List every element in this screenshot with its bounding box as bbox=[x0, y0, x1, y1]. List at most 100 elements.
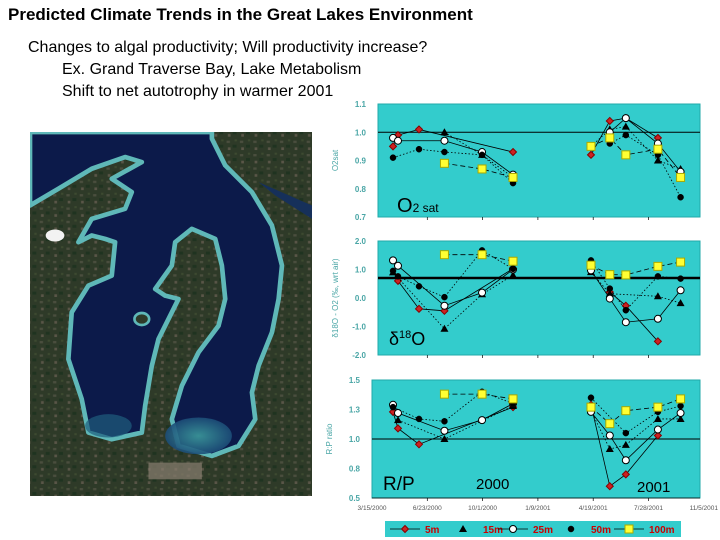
series-line bbox=[590, 271, 681, 304]
series-line bbox=[444, 254, 514, 262]
data-point bbox=[606, 285, 614, 292]
series-line bbox=[590, 410, 681, 450]
satellite-image bbox=[30, 132, 312, 496]
legend-label-15m: 15m bbox=[483, 525, 503, 536]
series-line bbox=[590, 117, 659, 156]
data-point bbox=[509, 265, 517, 273]
x-tick-label: 7/28/2001 bbox=[634, 505, 663, 512]
data-point bbox=[605, 270, 615, 280]
plot-area bbox=[377, 240, 701, 356]
legend-label-25m: 25m bbox=[533, 525, 553, 536]
data-point bbox=[621, 270, 631, 280]
y-axis-label: R:P ratio bbox=[325, 423, 334, 455]
data-point bbox=[605, 431, 614, 440]
series-100m bbox=[439, 389, 686, 429]
data-point bbox=[393, 416, 402, 424]
plot-area bbox=[377, 103, 701, 218]
data-point bbox=[508, 394, 518, 404]
data-point bbox=[587, 394, 595, 401]
x-tick-label: 3/15/2000 bbox=[358, 505, 387, 512]
data-point bbox=[441, 418, 448, 425]
data-point bbox=[415, 145, 423, 153]
x-tick-label: 10/1/2000 bbox=[468, 505, 497, 512]
data-point bbox=[676, 409, 685, 418]
data-point bbox=[415, 283, 423, 290]
bullet-1: Changes to algal productivity; Will prod… bbox=[28, 39, 428, 56]
year-label-2000: 2000 bbox=[476, 476, 509, 493]
slide-title: Predicted Climate Trends in the Great La… bbox=[8, 5, 473, 24]
data-point bbox=[478, 288, 487, 297]
series-line bbox=[590, 398, 681, 425]
series-line bbox=[444, 162, 514, 178]
data-point bbox=[676, 286, 685, 295]
data-point bbox=[394, 273, 402, 280]
legend-marker-50m bbox=[567, 525, 575, 533]
data-point bbox=[654, 273, 662, 280]
data-point bbox=[605, 481, 614, 491]
y-tick-label: 0.5 bbox=[349, 494, 361, 503]
data-point bbox=[676, 172, 686, 182]
data-point bbox=[393, 261, 402, 270]
data-point bbox=[389, 256, 398, 265]
series-line bbox=[444, 131, 514, 178]
series-line bbox=[444, 393, 514, 400]
panel-annotation: δ18O bbox=[389, 329, 425, 349]
data-point bbox=[586, 402, 596, 412]
data-point bbox=[622, 429, 630, 437]
data-point bbox=[414, 440, 424, 449]
annotation-rest: sat bbox=[419, 201, 439, 215]
data-point bbox=[389, 403, 397, 411]
data-point bbox=[622, 307, 630, 314]
data-point bbox=[621, 440, 630, 448]
data-point bbox=[653, 292, 662, 300]
data-point bbox=[653, 402, 663, 412]
data-point bbox=[477, 250, 487, 260]
data-point bbox=[653, 144, 663, 154]
x-tick-label: 11/5/2001 bbox=[690, 505, 719, 512]
data-point bbox=[676, 257, 686, 267]
y-axis-label: O2sat bbox=[331, 149, 340, 171]
data-point bbox=[440, 426, 449, 435]
data-point bbox=[586, 150, 596, 160]
data-point bbox=[676, 394, 686, 404]
data-point bbox=[388, 142, 398, 151]
legend: 5m 15m 25m 50m 100m bbox=[385, 521, 681, 537]
legend-marker-5m bbox=[400, 524, 410, 534]
legend-label-50m: 50m bbox=[591, 525, 611, 536]
series-100m bbox=[439, 133, 686, 182]
data-point bbox=[508, 256, 518, 266]
data-point bbox=[621, 318, 630, 327]
data-point bbox=[653, 261, 663, 271]
bullet-2: Ex. Grand Traverse Bay, Lake Metabolism bbox=[62, 61, 362, 78]
y-tick-label: -1.0 bbox=[352, 323, 366, 332]
data-point bbox=[653, 414, 662, 422]
data-point bbox=[414, 304, 424, 314]
series-line bbox=[397, 268, 514, 312]
annotation-rest: O bbox=[411, 329, 425, 349]
data-point bbox=[676, 299, 685, 307]
data-point bbox=[621, 406, 631, 416]
y-tick-label: 0.7 bbox=[355, 213, 367, 222]
y-tick-label: 1.0 bbox=[349, 435, 361, 444]
data-point bbox=[586, 141, 596, 151]
y-tick-label: 1.5 bbox=[349, 376, 361, 385]
data-point bbox=[676, 414, 685, 422]
chart-panel-3: 0.5 0.8 1.0 1.3 1.5 R:P ratio R/P 2000 2001 3/15/… bbox=[325, 376, 718, 512]
y-tick-label: 1.0 bbox=[355, 266, 367, 275]
data-point bbox=[653, 425, 662, 434]
legend-marker-100m bbox=[624, 524, 634, 534]
data-point bbox=[677, 193, 684, 201]
series-line bbox=[609, 117, 681, 173]
chart-panel-2: -2.0 -1.0 0.0 1.0 2.0 δ18O - O2 (‰, wrt air) δ… bbox=[331, 237, 701, 360]
data-point bbox=[441, 148, 448, 156]
data-point bbox=[389, 154, 397, 161]
annotation-sup: 18 bbox=[399, 329, 411, 341]
data-point bbox=[653, 156, 662, 164]
data-point bbox=[621, 456, 630, 465]
chart-panel-1: 0.7 0.8 0.9 1.0 1.1 O2sat O2 sat bbox=[331, 100, 701, 222]
data-point bbox=[586, 260, 596, 270]
data-point bbox=[441, 293, 448, 301]
data-point bbox=[439, 389, 449, 399]
data-point bbox=[621, 150, 631, 160]
